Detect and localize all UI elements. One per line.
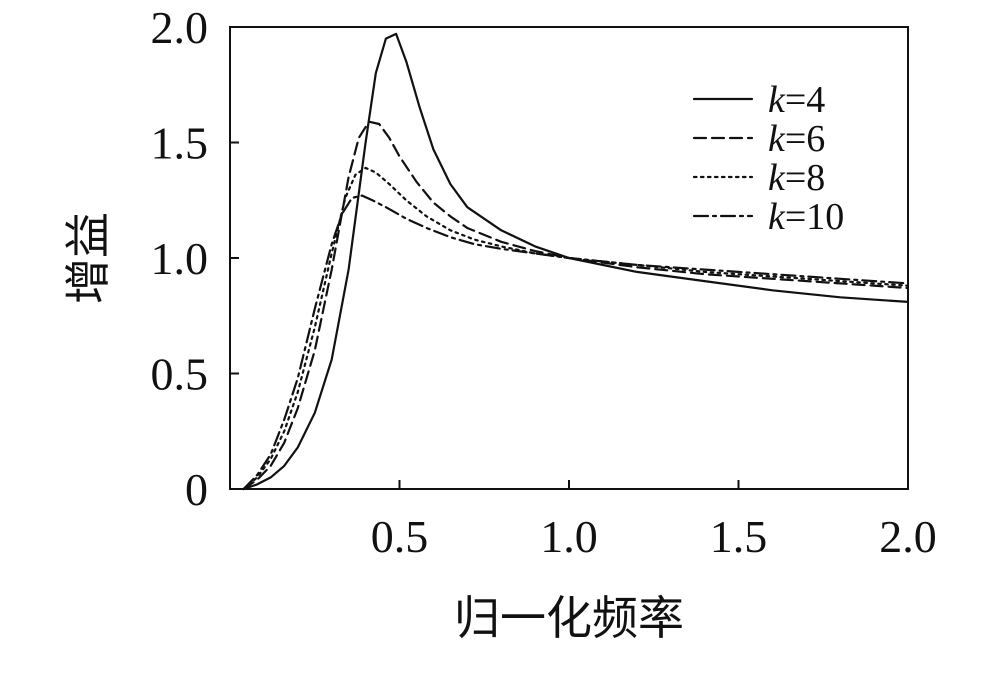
x-tick-labels: 0.5 1.0 1.5 2.0 (371, 511, 937, 562)
series-line-4 (242, 194, 910, 491)
y-axis-title: 增益 (61, 212, 115, 304)
legend-label-1: k=4 (768, 79, 825, 121)
series-lines (242, 32, 910, 491)
x-tick-label-0: 0.5 (371, 511, 429, 562)
y-tick-label-4: 2.0 (151, 2, 209, 53)
y-tick-labels: 0 0.5 1.0 1.5 2.0 (151, 2, 209, 515)
y-tick-label-3: 1.5 (151, 118, 209, 169)
legend-label-2: k=6 (768, 118, 825, 160)
y-tick-label-0: 0 (185, 464, 208, 515)
x-tick-label-3: 2.0 (879, 511, 937, 562)
legend: k=4k=6k=8k=10 (692, 79, 844, 238)
plot-frame (229, 26, 909, 490)
y-tick-label-1: 0.5 (151, 349, 209, 400)
x-axis-title: 归一化频率 (454, 591, 684, 645)
x-tick-label-1: 1.0 (540, 511, 598, 562)
series-line-2 (242, 120, 910, 491)
series-line-1 (242, 32, 910, 491)
legend-label-4: k=10 (768, 196, 844, 238)
x-tick-label-2: 1.5 (710, 511, 768, 562)
y-tick-label-2: 1.0 (151, 233, 209, 284)
legend-label-3: k=8 (768, 157, 825, 199)
